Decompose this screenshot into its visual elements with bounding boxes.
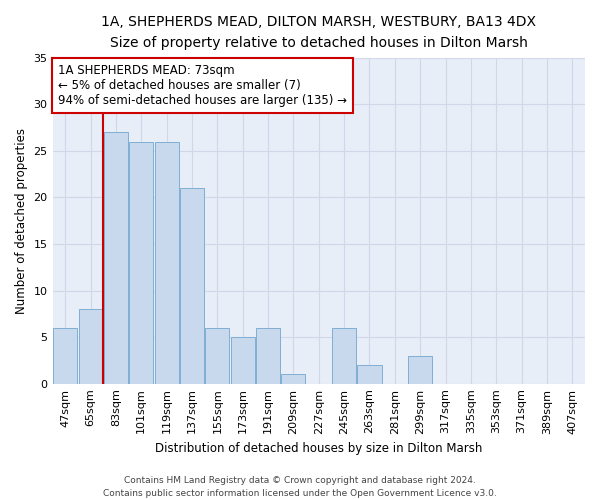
Bar [332, 328, 356, 384]
Bar [104, 132, 128, 384]
Y-axis label: Number of detached properties: Number of detached properties [15, 128, 28, 314]
Bar [408, 356, 432, 384]
Bar [230, 337, 255, 384]
Bar [205, 328, 229, 384]
Title: 1A, SHEPHERDS MEAD, DILTON MARSH, WESTBURY, BA13 4DX
Size of property relative t: 1A, SHEPHERDS MEAD, DILTON MARSH, WESTBU… [101, 15, 536, 50]
Bar [155, 142, 179, 384]
Text: Contains HM Land Registry data © Crown copyright and database right 2024.
Contai: Contains HM Land Registry data © Crown c… [103, 476, 497, 498]
Bar [79, 309, 103, 384]
Bar [53, 328, 77, 384]
Bar [281, 374, 305, 384]
Bar [256, 328, 280, 384]
Bar [358, 365, 382, 384]
Bar [180, 188, 204, 384]
Bar [129, 142, 154, 384]
Text: 1A SHEPHERDS MEAD: 73sqm
← 5% of detached houses are smaller (7)
94% of semi-det: 1A SHEPHERDS MEAD: 73sqm ← 5% of detache… [58, 64, 347, 107]
X-axis label: Distribution of detached houses by size in Dilton Marsh: Distribution of detached houses by size … [155, 442, 482, 455]
